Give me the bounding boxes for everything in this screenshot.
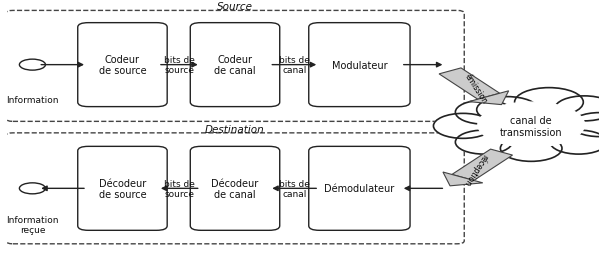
Polygon shape [443, 172, 483, 186]
FancyBboxPatch shape [309, 24, 410, 107]
Text: Décodeur
de canal: Décodeur de canal [211, 178, 259, 199]
Text: Décodeur
de source: Décodeur de source [98, 178, 146, 199]
FancyBboxPatch shape [190, 147, 280, 230]
FancyBboxPatch shape [78, 24, 167, 107]
Polygon shape [439, 69, 500, 100]
Circle shape [478, 103, 584, 148]
Text: Destination: Destination [205, 124, 265, 134]
FancyBboxPatch shape [309, 147, 410, 230]
Text: réception: réception [462, 152, 490, 187]
Text: Information: Information [6, 95, 59, 104]
Circle shape [455, 101, 512, 125]
Circle shape [515, 88, 583, 117]
Circle shape [476, 97, 538, 123]
Text: Modulateur: Modulateur [332, 60, 387, 70]
Text: canal de
transmission: canal de transmission [500, 116, 562, 137]
Circle shape [550, 131, 600, 154]
Text: émission: émission [463, 72, 489, 105]
Circle shape [455, 131, 512, 154]
Text: Codeur
de source: Codeur de source [98, 55, 146, 76]
Text: Codeur
de canal: Codeur de canal [214, 55, 256, 76]
Circle shape [555, 97, 600, 121]
Circle shape [571, 113, 600, 137]
Circle shape [500, 136, 562, 162]
Text: bits de
source: bits de source [164, 179, 195, 198]
Text: bits de
canal: bits de canal [279, 179, 310, 198]
FancyBboxPatch shape [78, 147, 167, 230]
Text: bits de
canal: bits de canal [279, 56, 310, 75]
Text: Démodulateur: Démodulateur [324, 184, 395, 194]
Text: Source: Source [217, 2, 253, 12]
Text: bits de
source: bits de source [164, 56, 195, 75]
Polygon shape [469, 91, 509, 105]
Circle shape [433, 114, 493, 139]
Polygon shape [452, 150, 512, 181]
Text: Information
reçue: Information reçue [6, 215, 59, 234]
FancyBboxPatch shape [190, 24, 280, 107]
